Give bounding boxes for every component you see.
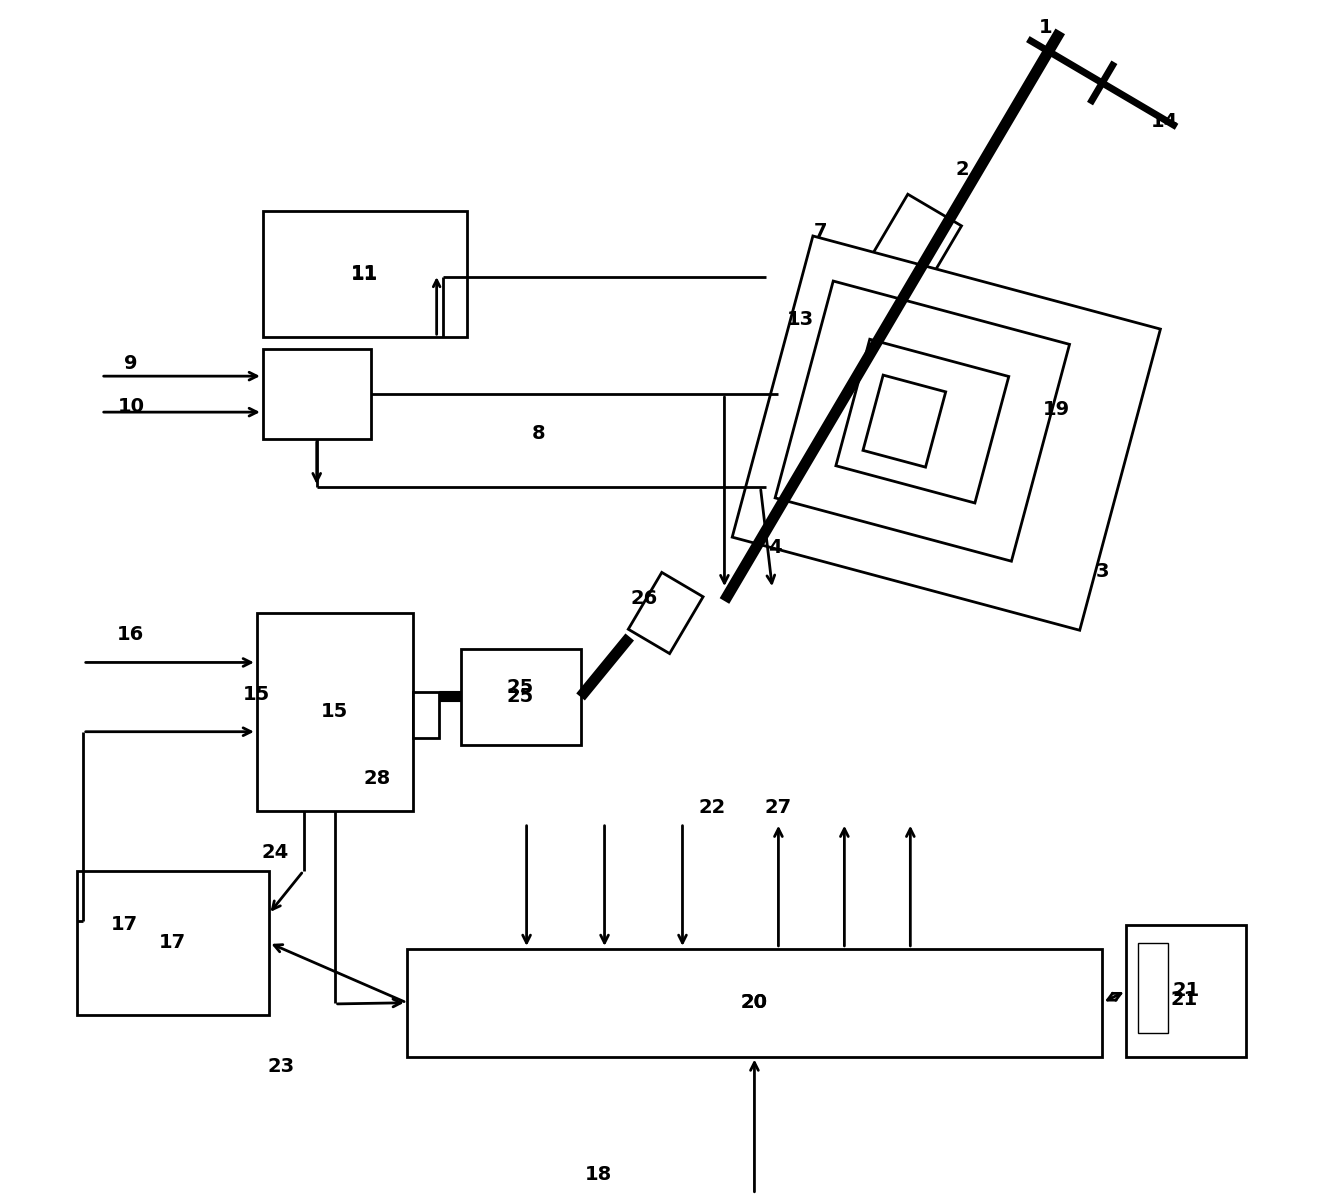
Text: 8: 8 xyxy=(532,423,545,442)
Text: 14: 14 xyxy=(1151,112,1179,131)
Bar xyxy=(263,212,466,338)
Bar xyxy=(1126,924,1246,1057)
Bar xyxy=(412,692,439,738)
Text: 17: 17 xyxy=(111,915,138,934)
Text: 15: 15 xyxy=(244,685,270,704)
Bar xyxy=(760,456,840,543)
Bar xyxy=(836,339,1009,502)
Text: 20: 20 xyxy=(741,993,768,1012)
Text: 25: 25 xyxy=(507,688,535,707)
Bar xyxy=(732,236,1160,630)
Text: 2: 2 xyxy=(955,160,969,179)
Text: 1: 1 xyxy=(1039,18,1052,37)
Text: 26: 26 xyxy=(631,589,657,608)
Text: 25: 25 xyxy=(507,678,535,697)
Bar xyxy=(76,870,269,1014)
Text: 28: 28 xyxy=(363,769,390,789)
Text: 23: 23 xyxy=(267,1057,294,1076)
Text: 18: 18 xyxy=(585,1165,612,1184)
Text: 21: 21 xyxy=(1172,981,1200,1000)
Text: 27: 27 xyxy=(765,798,792,817)
Bar xyxy=(863,375,946,468)
Text: 17: 17 xyxy=(159,933,187,952)
Text: 16: 16 xyxy=(117,625,145,644)
Text: 11: 11 xyxy=(352,264,378,284)
Bar xyxy=(864,195,961,300)
Text: 21: 21 xyxy=(1169,989,1197,1008)
Bar xyxy=(407,948,1102,1057)
Bar xyxy=(776,281,1069,561)
Text: 22: 22 xyxy=(699,798,726,817)
Text: 7: 7 xyxy=(814,222,827,242)
Text: 3: 3 xyxy=(1096,561,1109,581)
Bar xyxy=(1138,942,1168,1033)
Bar xyxy=(461,649,581,745)
Text: 13: 13 xyxy=(786,310,814,328)
Text: 20: 20 xyxy=(741,993,768,1012)
Text: 10: 10 xyxy=(117,397,145,416)
Text: 9: 9 xyxy=(124,355,137,373)
Text: 24: 24 xyxy=(261,844,288,862)
Bar xyxy=(257,613,412,811)
Bar xyxy=(263,349,370,439)
Text: 15: 15 xyxy=(321,702,348,721)
Text: 11: 11 xyxy=(352,264,378,284)
Text: 19: 19 xyxy=(1043,399,1071,418)
Text: 4: 4 xyxy=(768,537,781,557)
Bar xyxy=(628,572,703,654)
